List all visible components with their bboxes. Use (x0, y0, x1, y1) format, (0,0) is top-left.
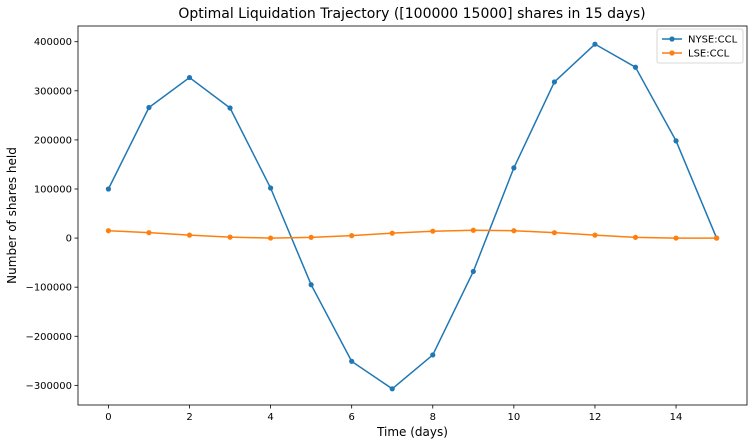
legend-label: NYSE:CCL (688, 35, 738, 46)
y-tick-label: 200000 (34, 135, 72, 146)
data-point (308, 282, 314, 288)
data-point (551, 230, 558, 236)
data-point (430, 228, 436, 234)
data-point (105, 228, 112, 234)
data-point (349, 358, 355, 364)
data-point (227, 105, 233, 111)
data-point (673, 235, 679, 241)
legend-box (656, 28, 744, 64)
legend-marker (669, 50, 675, 56)
data-point (511, 165, 517, 171)
y-tick-label: −200000 (25, 332, 72, 343)
y-tick-label: 400000 (34, 37, 72, 48)
x-tick-label: 14 (670, 412, 683, 423)
legend-marker (669, 36, 675, 42)
data-point (389, 230, 395, 236)
y-tick-label: −300000 (25, 381, 72, 392)
data-point (511, 228, 517, 234)
data-point (105, 186, 112, 192)
data-point (673, 138, 679, 144)
legend-item: LSE:CCL (662, 49, 730, 60)
chart-title: Optimal Liquidation Trajectory ([100000 … (178, 6, 645, 22)
data-point (632, 234, 639, 240)
data-point (186, 74, 193, 81)
data-point (632, 64, 639, 70)
data-point (267, 185, 274, 191)
x-tick-label: 4 (267, 412, 273, 423)
y-tick-label: −100000 (25, 283, 72, 294)
legend: NYSE:CCL LSE:CCL (656, 28, 744, 64)
x-axis-label: Time (days) (376, 425, 448, 439)
data-point (592, 232, 598, 238)
data-point (592, 41, 598, 47)
series-line (108, 229, 717, 239)
data-point (470, 227, 476, 233)
x-tick-label: 8 (430, 412, 436, 423)
plot-area (78, 26, 747, 405)
x-tick-label: 6 (348, 412, 354, 423)
plot-frame (77, 25, 748, 406)
x-tick-label: 2 (186, 412, 192, 423)
data-point (227, 234, 233, 240)
data-point (146, 230, 152, 236)
legend-item: NYSE:CCL (662, 35, 738, 46)
data-point (470, 268, 476, 275)
y-tick-label: 300000 (34, 86, 72, 97)
data-point (308, 234, 314, 240)
x-tick-label: 0 (105, 412, 111, 423)
y-axis-ticks: −300000 −200000 −100000 0 100000 200000 300000… (25, 37, 78, 392)
data-point (267, 235, 274, 241)
x-axis-ticks: 0 2 4 6 8 10 12 14 (105, 405, 682, 423)
data-point (349, 233, 355, 239)
y-axis-label: Number of shares held (5, 147, 19, 284)
data-point (713, 235, 720, 241)
x-tick-label: 10 (507, 412, 520, 423)
x-tick-label: 12 (589, 412, 602, 423)
series-layer (105, 41, 720, 392)
data-point (551, 79, 558, 85)
y-tick-label: 100000 (34, 184, 72, 195)
y-tick-label: 0 (66, 234, 72, 245)
legend-label: LSE:CCL (688, 49, 730, 60)
data-point (389, 386, 395, 392)
data-point (430, 352, 436, 358)
series-lse-ccl (105, 227, 720, 241)
data-point (146, 104, 152, 111)
series-line (107, 43, 718, 390)
data-point (186, 232, 193, 238)
